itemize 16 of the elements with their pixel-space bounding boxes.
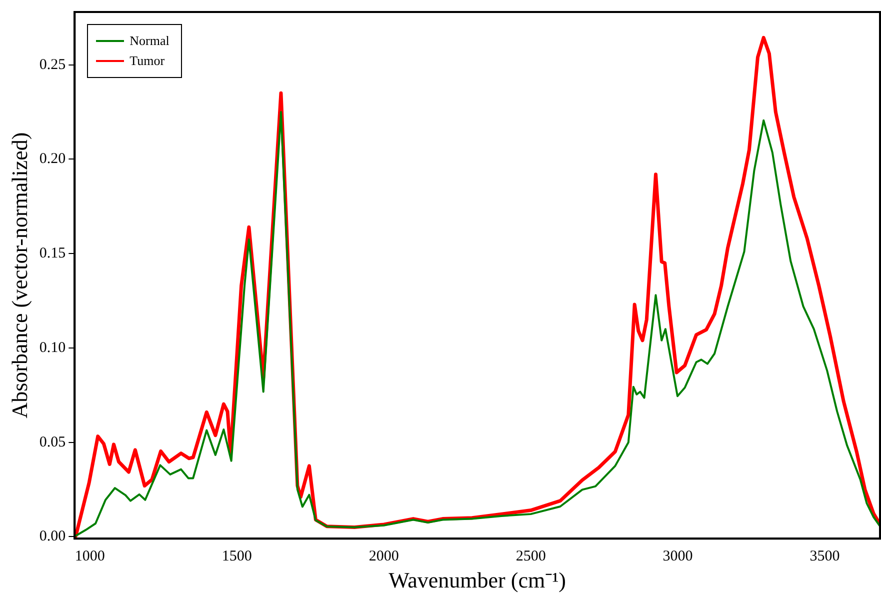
x-tick-label: 3000 (662, 548, 693, 565)
y-axis-title: Absorbance (vector-normalized) (6, 132, 32, 418)
y-tick-label: 0.25 (39, 56, 66, 73)
y-tick-label: 0.00 (39, 528, 66, 545)
y-tick-label: 0.10 (39, 340, 66, 356)
x-tick-label: 2500 (516, 548, 546, 565)
x-tick-label: 3500 (810, 548, 840, 565)
y-tick-label: 0.15 (39, 246, 66, 262)
x-axis-title: Wavenumber (cm⁻¹) (388, 568, 566, 593)
y-tick-label: 0.05 (39, 434, 66, 450)
y-tick-label: 0.20 (39, 151, 66, 168)
legend-label: Normal (130, 32, 170, 50)
x-tick-label: 1500 (222, 548, 252, 565)
legend-label: Tumor (130, 52, 165, 70)
x-tick-label: 2000 (368, 548, 399, 565)
x-tick-label: 1000 (74, 548, 105, 565)
